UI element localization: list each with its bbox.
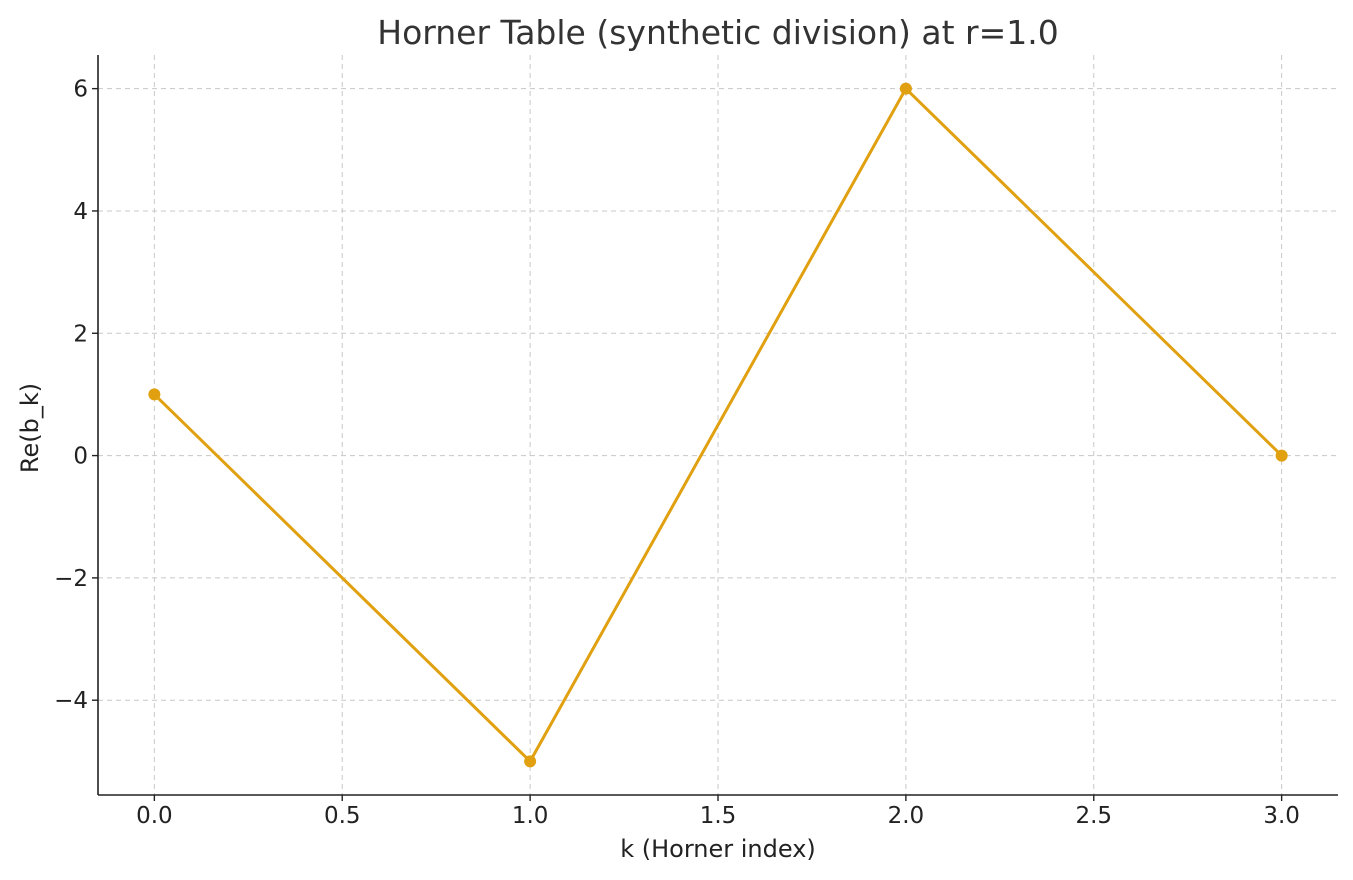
y-axis-label: Re(b_k): [16, 383, 44, 473]
y-tick-label: −2: [54, 566, 88, 592]
x-tick-label: 0.5: [324, 803, 361, 829]
data-point: [524, 755, 537, 768]
y-ticks: −4 −2 0 2 4 6: [54, 77, 98, 714]
data-point: [899, 82, 912, 95]
y-tick-label: −4: [54, 688, 88, 714]
series-line: [153, 87, 1283, 763]
x-tick-label: 3.0: [1263, 803, 1300, 829]
x-axis-label: k (Horner index): [620, 835, 816, 863]
x-tick-label: 1.0: [512, 803, 549, 829]
y-tick-label: 4: [73, 199, 88, 225]
chart-title: Horner Table (synthetic division) at r=1…: [377, 13, 1059, 52]
data-point: [1275, 449, 1288, 462]
x-tick-label: 0.0: [136, 803, 173, 829]
x-tick-label: 2.5: [1075, 803, 1112, 829]
x-tick-label: 1.5: [700, 803, 737, 829]
y-tick-label: 2: [73, 321, 88, 347]
data-point: [148, 388, 161, 401]
series-layer: [148, 82, 1288, 768]
x-ticks: 0.0 0.5 1.0 1.5 2.0 2.5 3.0: [136, 795, 1300, 829]
x-tick-label: 2.0: [888, 803, 925, 829]
y-tick-label: 6: [73, 77, 88, 103]
y-tick-label: 0: [73, 444, 88, 470]
